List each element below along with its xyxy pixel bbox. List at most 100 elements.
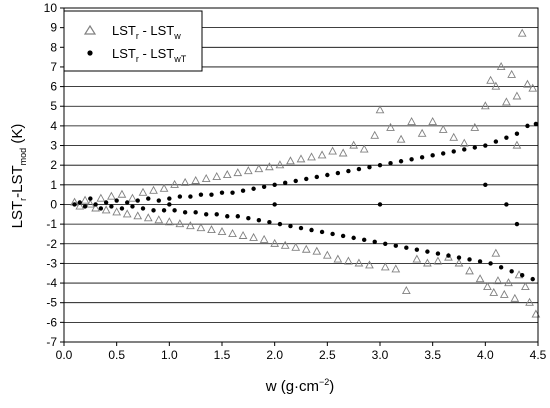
data-point-triangle [504,278,513,287]
data-point-dot [93,202,98,207]
y-tick-label: 0 [50,197,57,211]
data-point-dot [167,202,172,207]
data-point-triangle [91,203,100,212]
data-point-dot [419,155,425,160]
data-point-triangle [512,91,522,100]
data-point-dot [188,194,193,199]
data-point-dot [335,170,341,176]
data-point-dot [393,243,398,248]
data-point-triangle [138,187,148,196]
data-point-triangle [228,229,237,237]
data-point-triangle [496,62,506,70]
data-point-triangle [112,207,122,216]
y-axis-ticks: -7 -6 -5 -4 -3 -2 -1 0 1 2 3 4 5 6 7 8 9 10 [44,1,64,349]
data-point-dot [267,219,272,225]
data-point-dot [130,204,135,209]
data-point-dot [309,227,314,233]
data-point-triangle [164,217,174,226]
y-tick-label: -6 [46,315,57,329]
data-point-triangle [254,164,264,173]
data-point-triangle [159,183,169,192]
data-point-dot [377,202,383,207]
data-point-dot [193,210,198,215]
data-point-dot [198,192,204,197]
y-tick-label: 8 [50,40,57,54]
data-point-triangle [338,148,348,157]
plot-frame [63,7,539,343]
data-point-triangle [170,179,179,188]
data-point-triangle [133,211,143,220]
data-point-dot [98,206,104,211]
data-point-dot [483,182,488,188]
data-point-triangle [438,124,448,133]
x-tick-label: 2.5 [319,348,336,362]
data-point-dot [214,212,219,217]
data-point-triangle [428,117,438,126]
data-point-triangle [517,28,527,37]
data-point-triangle [291,242,301,251]
data-point-triangle [270,238,280,247]
y-tick-label: 1 [50,178,57,192]
data-point-triangle [449,132,459,141]
data-point-triangle [465,266,474,275]
x-tick-label: 0.0 [56,348,73,362]
data-point-triangle [233,168,243,177]
data-point-triangle [275,160,285,169]
data-point-dot [435,251,441,256]
data-point-dot [235,214,240,219]
data-point-triangle [510,293,520,302]
x-tick-label: 4.5 [530,348,547,362]
data-point-triangle [512,140,522,149]
data-point-dot [388,161,393,166]
data-point-dot [240,188,246,193]
data-point-dot [404,245,409,250]
x-tick-label: 4.0 [477,348,494,362]
legend-box [63,10,203,72]
y-tick-label: 6 [50,80,57,94]
data-point-triangle [525,297,534,306]
legend-entry-lst-wt: LSTr - LSTwT [112,46,187,64]
x-tick-label: 1.5 [214,348,231,362]
data-point-triangle [491,248,501,257]
data-point-dot [256,217,262,223]
data-point-triangle [212,172,222,181]
legend: LSTr - LSTw LSTr - LSTwT [63,10,203,72]
data-point-dot [514,131,520,136]
y-tick-label: 3 [50,139,57,153]
data-point-dot [346,168,351,174]
data-point-dot [109,204,114,209]
data-point-dot [272,182,277,188]
y-tick-label: -2 [46,237,57,251]
data-point-triangle [407,117,416,126]
data-point-triangle [433,256,443,265]
data-point-triangle [85,199,95,208]
data-point-triangle [396,134,406,143]
data-point-dot [425,249,430,254]
data-point-dot [119,206,125,211]
data-point-dot [261,184,267,189]
data-point-dot [504,202,509,207]
data-point-triangle [312,246,322,255]
data-point-triangle [475,274,485,283]
x-tick-label: 3.0 [372,348,389,362]
data-point-dot [288,223,293,229]
data-point-triangle [96,193,106,202]
data-point-triangle [117,189,127,198]
data-point-triangle [370,130,380,139]
data-point-dot [272,202,277,207]
data-point-dot [530,276,535,282]
data-point-dot [82,204,88,209]
data-point-dot [298,225,304,231]
y-tick-label: -4 [46,276,57,290]
y-tick-label: -5 [46,296,57,310]
data-point-triangle [307,152,316,161]
data-point-dot [140,206,146,211]
data-point-triangle [354,258,364,267]
data-point-triangle [401,285,411,294]
data-point-triangle [386,122,395,131]
data-point-triangle [238,230,248,239]
data-point-dot [409,157,414,162]
data-point-dot [372,239,377,244]
data-point-dot [156,198,161,203]
